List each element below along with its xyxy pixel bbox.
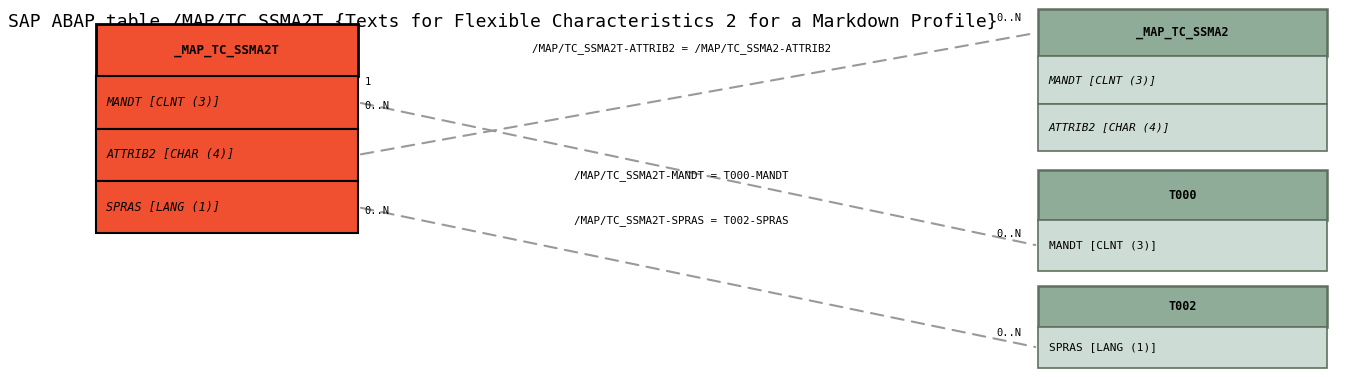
- Text: /MAP/TC_SSMA2T-ATTRIB2 = /MAP/TC_SSMA2-ATTRIB2: /MAP/TC_SSMA2T-ATTRIB2 = /MAP/TC_SSMA2-A…: [532, 43, 831, 54]
- Text: SPRAS [LANG (1)]: SPRAS [LANG (1)]: [107, 201, 220, 214]
- Text: T002: T002: [1168, 300, 1197, 313]
- Text: 0..N: 0..N: [997, 328, 1021, 337]
- Text: MANDT [CLNT (3)]: MANDT [CLNT (3)]: [107, 96, 220, 109]
- FancyBboxPatch shape: [1037, 327, 1327, 368]
- FancyBboxPatch shape: [1037, 170, 1327, 220]
- Text: /MAP/TC_SSMA2T-SPRAS = T002-SPRAS: /MAP/TC_SSMA2T-SPRAS = T002-SPRAS: [573, 215, 788, 226]
- Text: 0..N: 0..N: [364, 206, 390, 216]
- FancyBboxPatch shape: [96, 129, 357, 181]
- Text: _MAP_TC_SSMA2: _MAP_TC_SSMA2: [1136, 26, 1229, 39]
- Text: 0..N: 0..N: [364, 101, 390, 111]
- Text: 0..N: 0..N: [997, 12, 1021, 23]
- Text: SAP ABAP table /MAP/TC_SSMA2T {Texts for Flexible Characteristics 2 for a Markdo: SAP ABAP table /MAP/TC_SSMA2T {Texts for…: [8, 12, 998, 31]
- Text: 1: 1: [364, 77, 371, 87]
- Text: MANDT [CLNT (3)]: MANDT [CLNT (3)]: [1048, 241, 1156, 251]
- FancyBboxPatch shape: [1037, 104, 1327, 151]
- Text: 0..N: 0..N: [997, 229, 1021, 239]
- Text: /MAP/TC_SSMA2T-MANDT = T000-MANDT: /MAP/TC_SSMA2T-MANDT = T000-MANDT: [573, 170, 788, 181]
- FancyBboxPatch shape: [1037, 56, 1327, 104]
- Text: ATTRIB2 [CHAR (4)]: ATTRIB2 [CHAR (4)]: [1048, 123, 1170, 132]
- Text: ATTRIB2 [CHAR (4)]: ATTRIB2 [CHAR (4)]: [107, 148, 235, 161]
- Text: T000: T000: [1168, 188, 1197, 202]
- Text: SPRAS [LANG (1)]: SPRAS [LANG (1)]: [1048, 343, 1156, 352]
- FancyBboxPatch shape: [1037, 9, 1327, 56]
- FancyBboxPatch shape: [96, 181, 357, 233]
- Text: _MAP_TC_SSMA2T: _MAP_TC_SSMA2T: [174, 43, 279, 57]
- FancyBboxPatch shape: [1037, 220, 1327, 271]
- FancyBboxPatch shape: [1037, 286, 1327, 327]
- FancyBboxPatch shape: [96, 76, 357, 129]
- Text: MANDT [CLNT (3)]: MANDT [CLNT (3)]: [1048, 75, 1156, 85]
- FancyBboxPatch shape: [96, 24, 357, 76]
